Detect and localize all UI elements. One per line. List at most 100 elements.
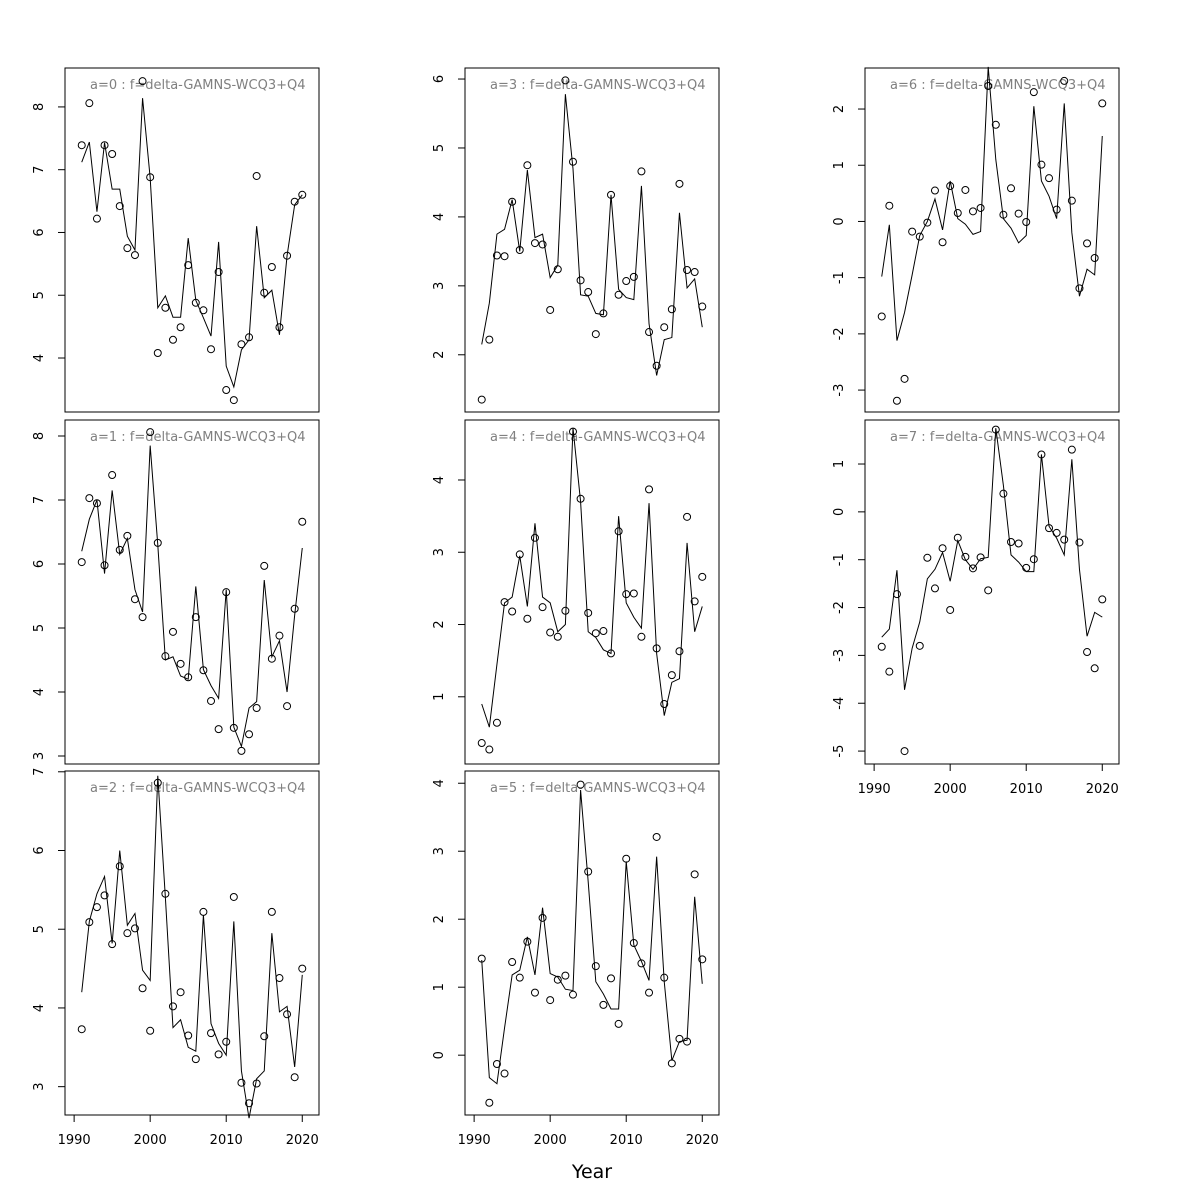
- observed-point: [92, 499, 101, 508]
- observed-point: [584, 608, 593, 617]
- observed-point: [100, 141, 109, 150]
- observed-point: [275, 974, 284, 983]
- observed-point: [161, 303, 170, 312]
- observed-point: [1014, 539, 1023, 548]
- observed-point: [599, 1000, 608, 1009]
- observed-point: [576, 276, 585, 285]
- observed-point: [146, 428, 155, 437]
- observed-point: [508, 958, 517, 967]
- y-tick-label: 0: [832, 217, 847, 225]
- observed-point: [1052, 528, 1061, 537]
- y-tick-label: 3: [432, 548, 447, 556]
- observed-point: [930, 186, 939, 195]
- observed-point: [538, 240, 547, 249]
- y-tick-label: 5: [432, 144, 447, 152]
- observed-point: [553, 975, 562, 984]
- observed-point: [900, 747, 909, 756]
- observed-point: [1090, 664, 1099, 673]
- observed-point: [667, 305, 676, 314]
- observed-point: [1090, 253, 1099, 262]
- observed-point: [984, 586, 993, 595]
- observed-point: [1060, 535, 1069, 544]
- observed-point: [690, 597, 699, 606]
- observed-point: [477, 739, 486, 748]
- observed-point: [260, 561, 269, 570]
- observed-point: [968, 207, 977, 216]
- panel-title: a=3 : f=delta-GAMNS-WCQ3+Q4: [490, 78, 706, 93]
- observed-point: [115, 202, 124, 211]
- observed-point: [1022, 218, 1031, 227]
- y-tick-label: 4: [432, 213, 447, 221]
- panel-title: a=7 : f=delta-GAMNS-WCQ3+Q4: [890, 430, 1106, 445]
- observed-point: [629, 589, 638, 598]
- panel-title: a=4 : f=delta-GAMNS-WCQ3+Q4: [490, 430, 706, 445]
- observed-point: [660, 700, 669, 709]
- observed-point: [576, 780, 585, 789]
- observed-point: [561, 971, 570, 980]
- y-tick-label: 3: [32, 1083, 47, 1091]
- fitted-line: [81, 98, 303, 389]
- fitted-line: [81, 775, 303, 1119]
- observed-point: [1037, 160, 1046, 169]
- observed-point: [138, 613, 147, 622]
- observed-point: [546, 305, 555, 314]
- observed-point: [176, 659, 185, 668]
- observed-point: [298, 964, 307, 973]
- fitted-line: [81, 445, 303, 749]
- x-tick-label: 2020: [686, 1133, 719, 1148]
- observed-point: [298, 190, 307, 199]
- observed-point: [538, 603, 547, 612]
- observed-point: [176, 323, 185, 332]
- observed-point: [77, 1025, 86, 1034]
- observed-point: [561, 76, 570, 85]
- observed-point: [108, 471, 117, 480]
- observed-point: [1075, 284, 1084, 293]
- y-tick-label: -1: [832, 271, 847, 284]
- x-tick-label: 2000: [534, 1133, 567, 1148]
- observed-point: [85, 99, 94, 108]
- observed-point: [168, 335, 177, 344]
- observed-point: [961, 185, 970, 194]
- y-tick-label: 3: [32, 752, 47, 760]
- observed-point: [138, 984, 147, 993]
- observed-point: [530, 988, 539, 997]
- observed-point: [100, 891, 109, 900]
- x-tick-label: 2000: [134, 1133, 167, 1148]
- observed-point: [245, 1099, 254, 1108]
- y-tick-label: -3: [832, 649, 847, 662]
- y-tick-label: 2: [432, 351, 447, 359]
- plot-frame: [64, 419, 320, 765]
- observed-point: [153, 348, 162, 357]
- observed-point: [1045, 174, 1054, 183]
- observed-point: [690, 870, 699, 879]
- observed-point: [222, 386, 231, 395]
- observed-point: [614, 290, 623, 299]
- observed-point: [999, 489, 1008, 498]
- x-tick-label: 1990: [858, 782, 891, 797]
- y-tick-label: 4: [32, 688, 47, 696]
- y-tick-label: -4: [832, 697, 847, 710]
- y-tick-label: 2: [432, 620, 447, 628]
- observed-point: [698, 955, 707, 964]
- observed-point: [984, 81, 993, 90]
- observed-point: [267, 907, 276, 916]
- observed-point: [683, 265, 692, 274]
- y-tick-label: 0: [832, 508, 847, 516]
- y-tick-label: 6: [32, 846, 47, 854]
- y-tick-label: 4: [432, 779, 447, 787]
- observed-point: [191, 613, 200, 622]
- observed-point: [252, 171, 261, 180]
- observed-point: [675, 647, 684, 656]
- observed-point: [85, 494, 94, 503]
- y-tick-label: 0: [432, 1051, 447, 1059]
- plot-frame: [464, 67, 720, 413]
- observed-point: [591, 330, 600, 339]
- x-tick-label: 2020: [1086, 782, 1119, 797]
- observed-point: [622, 854, 631, 863]
- observed-point: [523, 161, 532, 170]
- fitted-line: [481, 427, 703, 728]
- y-tick-label: 5: [32, 624, 47, 632]
- observed-point: [123, 244, 132, 253]
